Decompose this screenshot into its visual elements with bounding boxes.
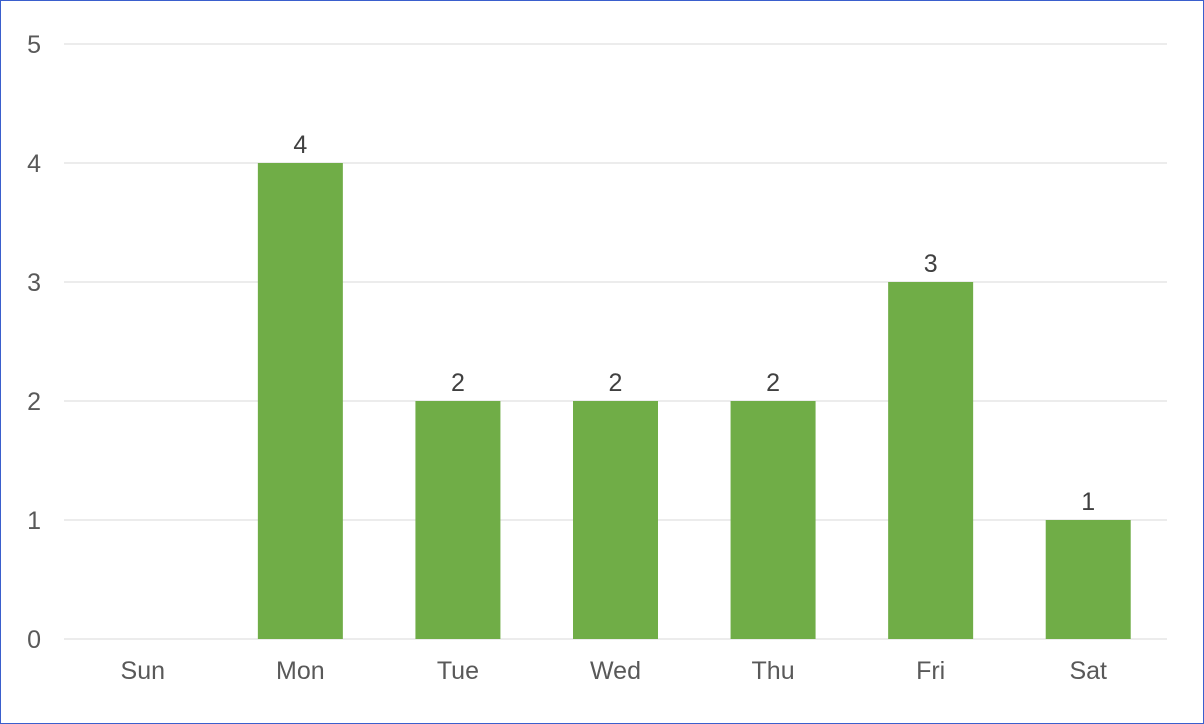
x-tick-label-sun: Sun: [121, 657, 165, 685]
x-tick-label-tue: Tue: [437, 657, 479, 685]
data-label-tue: 2: [451, 369, 465, 397]
bar-tue: [415, 401, 501, 639]
bar-mon: [257, 163, 343, 639]
bar-thu: [730, 401, 816, 639]
data-label-wed: 2: [609, 369, 623, 397]
x-tick-label-fri: Fri: [916, 657, 945, 685]
data-label-fri: 3: [924, 250, 938, 278]
y-tick-label: 2: [27, 388, 41, 416]
y-tick-label: 3: [27, 269, 41, 297]
data-label-mon: 4: [293, 131, 307, 159]
bar-fri: [888, 282, 974, 639]
y-tick-label: 0: [27, 626, 41, 654]
bar-sat: [1045, 520, 1131, 639]
bars: [257, 163, 1131, 639]
x-tick-label-mon: Mon: [276, 657, 325, 685]
x-tick-label-thu: Thu: [752, 657, 795, 685]
data-labels: 4 2 2 2 3 1: [293, 131, 1095, 516]
y-tick-label: 4: [27, 150, 41, 178]
data-label-sat: 1: [1081, 488, 1095, 516]
data-label-thu: 2: [766, 369, 780, 397]
y-tick-label: 5: [27, 31, 41, 59]
y-axis-tick-labels: 0 1 2 3 4 5: [27, 31, 41, 654]
y-tick-label: 1: [27, 507, 41, 535]
x-axis-tick-labels: Sun Mon Tue Wed Thu Fri Sat: [121, 657, 1107, 685]
x-tick-label-wed: Wed: [590, 657, 641, 685]
x-tick-label-sat: Sat: [1069, 657, 1107, 685]
bar-wed: [573, 401, 658, 639]
